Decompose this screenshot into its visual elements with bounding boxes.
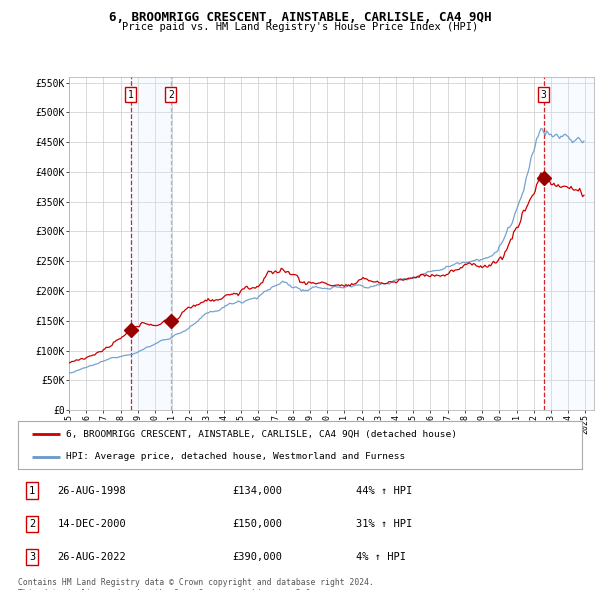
Text: £150,000: £150,000	[232, 519, 283, 529]
Text: 26-AUG-1998: 26-AUG-1998	[58, 486, 126, 496]
Text: 14-DEC-2000: 14-DEC-2000	[58, 519, 126, 529]
Text: 6, BROOMRIGG CRESCENT, AINSTABLE, CARLISLE, CA4 9QH: 6, BROOMRIGG CRESCENT, AINSTABLE, CARLIS…	[109, 11, 491, 24]
Text: 2: 2	[168, 90, 174, 100]
Text: Price paid vs. HM Land Registry's House Price Index (HPI): Price paid vs. HM Land Registry's House …	[122, 22, 478, 32]
Text: £390,000: £390,000	[232, 552, 283, 562]
Bar	[544, 77, 594, 410]
Text: 31% ↑ HPI: 31% ↑ HPI	[356, 519, 413, 529]
Text: Contains HM Land Registry data © Crown copyright and database right 2024.
This d: Contains HM Land Registry data © Crown c…	[18, 578, 374, 590]
Bar	[131, 77, 171, 410]
Text: 6, BROOMRIGG CRESCENT, AINSTABLE, CARLISLE, CA4 9QH (detached house): 6, BROOMRIGG CRESCENT, AINSTABLE, CARLIS…	[66, 430, 457, 439]
Text: 3: 3	[541, 90, 547, 100]
Text: 2: 2	[29, 519, 35, 529]
Text: 26-AUG-2022: 26-AUG-2022	[58, 552, 126, 562]
Text: 4% ↑ HPI: 4% ↑ HPI	[356, 552, 406, 562]
Text: 1: 1	[29, 486, 35, 496]
Text: 1: 1	[128, 90, 134, 100]
Text: £134,000: £134,000	[232, 486, 283, 496]
Text: HPI: Average price, detached house, Westmorland and Furness: HPI: Average price, detached house, West…	[66, 453, 405, 461]
Text: 3: 3	[29, 552, 35, 562]
Text: 44% ↑ HPI: 44% ↑ HPI	[356, 486, 413, 496]
